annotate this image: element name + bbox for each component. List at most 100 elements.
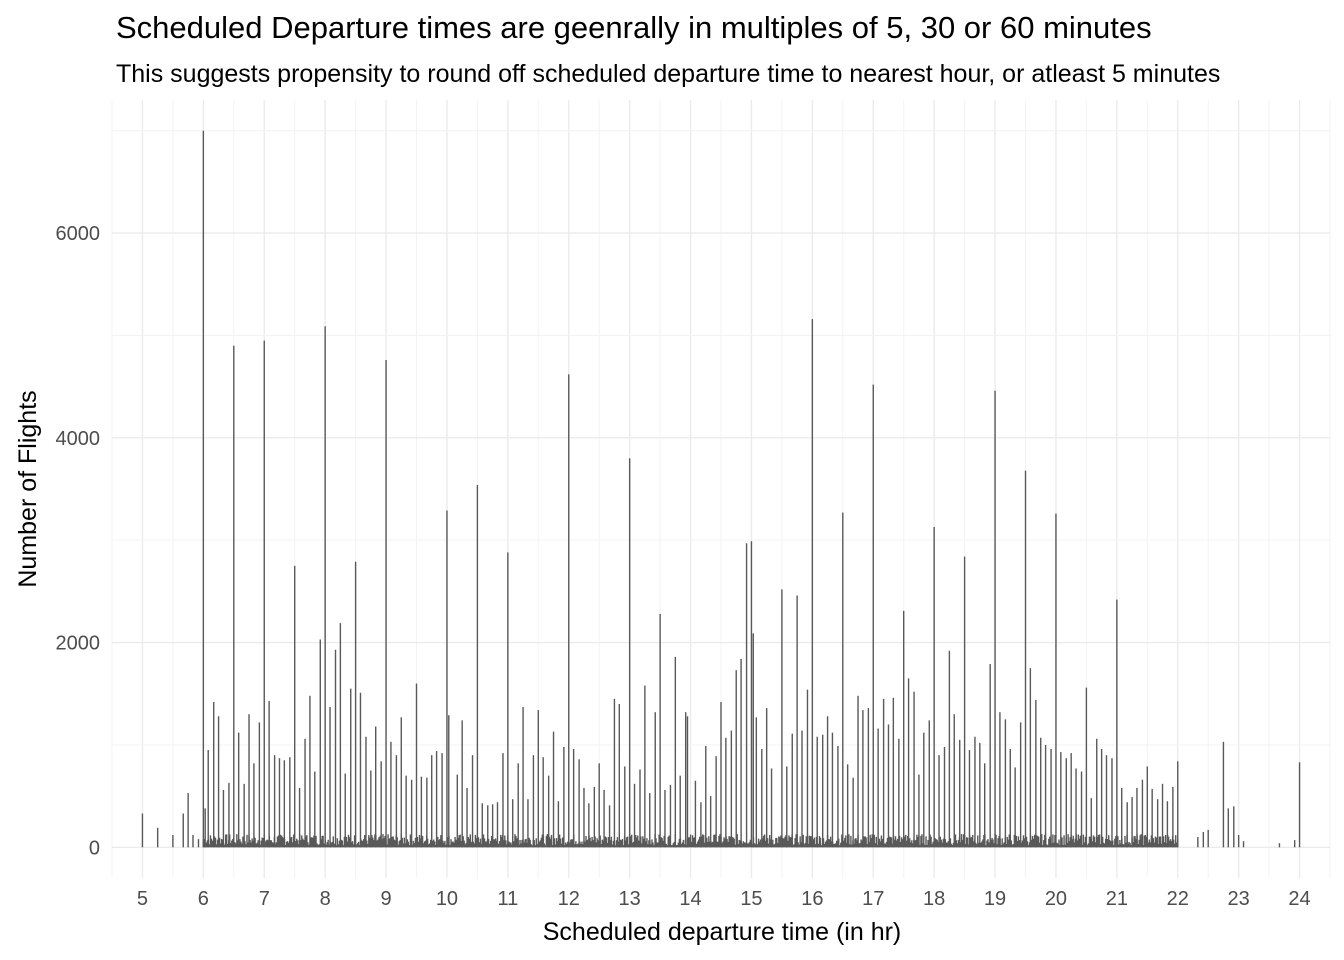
bar-minute	[472, 841, 475, 848]
bar	[1227, 808, 1229, 848]
bar	[1055, 513, 1057, 848]
bar	[446, 510, 448, 848]
x-tick-label: 14	[679, 888, 701, 910]
bar-minute	[949, 838, 952, 848]
bar-minute	[411, 844, 414, 848]
bar-minute	[764, 840, 767, 848]
x-tick-label: 10	[436, 888, 458, 910]
bar-minute	[636, 837, 638, 848]
bar-minute	[1089, 836, 1092, 848]
bar-minute	[364, 835, 366, 848]
bar-minute	[244, 841, 246, 848]
bar-minute	[576, 844, 578, 848]
bar	[1207, 829, 1209, 848]
x-tick-label: 19	[984, 888, 1006, 910]
bar-minute	[351, 841, 354, 848]
bar-minute	[285, 841, 288, 848]
bar-minute	[1016, 840, 1019, 848]
bar-minute	[841, 834, 843, 848]
bar	[872, 384, 874, 848]
x-tick-label: 7	[259, 888, 270, 910]
bar	[898, 738, 900, 848]
bar-group	[141, 130, 1301, 848]
bar-minute	[921, 834, 923, 848]
bar-minute	[687, 837, 690, 848]
bar-minute	[714, 834, 716, 848]
bar-minute	[808, 835, 811, 848]
bar-minute	[467, 837, 469, 848]
bar-minute	[795, 834, 797, 848]
bar	[979, 742, 981, 848]
bar-minute	[736, 834, 738, 848]
bar-minute	[279, 834, 282, 848]
bar-minute	[551, 845, 554, 848]
bar-minute	[868, 842, 870, 848]
bar-minute	[858, 843, 860, 848]
bar-minute	[269, 840, 272, 848]
bar-minute	[220, 838, 223, 848]
bar-minute	[535, 838, 537, 848]
bar-minute	[874, 843, 876, 848]
bar-minute	[318, 844, 320, 848]
bar-minute	[316, 843, 318, 848]
bar	[344, 773, 346, 848]
bar-minute	[308, 844, 310, 848]
bar-minute	[214, 837, 217, 848]
bar	[1111, 758, 1113, 848]
bar-minute	[631, 842, 634, 848]
bar-minute	[503, 840, 505, 848]
bar	[588, 803, 590, 848]
bar	[659, 613, 661, 848]
bar-minute	[824, 841, 827, 848]
bar-minute	[895, 840, 898, 848]
bar-minute	[440, 835, 442, 848]
bar-minute	[1144, 835, 1146, 848]
bar-minute	[276, 836, 279, 848]
bar	[527, 799, 529, 848]
bar-minute	[241, 843, 243, 848]
bar-minute	[229, 834, 231, 848]
bar	[882, 698, 885, 848]
bar-minute	[678, 838, 681, 848]
bar	[304, 738, 306, 848]
bar-minute	[274, 843, 277, 848]
bar-minute	[445, 844, 447, 848]
bar	[694, 780, 697, 848]
bar-minute	[264, 841, 266, 848]
bar-minute	[985, 845, 987, 848]
bar	[877, 728, 879, 848]
bar-minute	[323, 843, 325, 848]
bar-minute	[1102, 842, 1105, 848]
bar-minute	[920, 835, 922, 848]
bar	[350, 688, 352, 848]
bar-minute	[1026, 841, 1029, 848]
bar-minute	[606, 842, 609, 848]
bar-minute	[762, 835, 765, 848]
bar-minute	[800, 842, 802, 848]
bar	[1121, 787, 1123, 848]
bar-minute	[249, 839, 251, 848]
bar-minute	[480, 843, 483, 848]
bar-minute	[444, 840, 446, 848]
bar-minute	[942, 839, 944, 848]
bar-minute	[1048, 838, 1050, 848]
bar-minute	[757, 838, 760, 848]
bar	[187, 793, 189, 848]
bar-minute	[483, 838, 486, 848]
bar-minute	[776, 837, 778, 848]
bar	[720, 701, 722, 848]
bar-minute	[818, 836, 821, 848]
bar	[1100, 749, 1103, 848]
y-axis-ticks: 0 2000 4000 6000	[56, 223, 101, 859]
bar-minute	[1159, 836, 1162, 848]
bar-minute	[1155, 837, 1158, 848]
bar-minute	[340, 839, 343, 848]
bar-minute	[413, 843, 416, 848]
bar-minute	[478, 842, 481, 848]
bar-minute	[827, 839, 830, 848]
bar-minute	[1091, 841, 1094, 848]
bar-minute	[206, 840, 209, 848]
bar-minute	[696, 841, 699, 848]
bar	[664, 789, 666, 848]
